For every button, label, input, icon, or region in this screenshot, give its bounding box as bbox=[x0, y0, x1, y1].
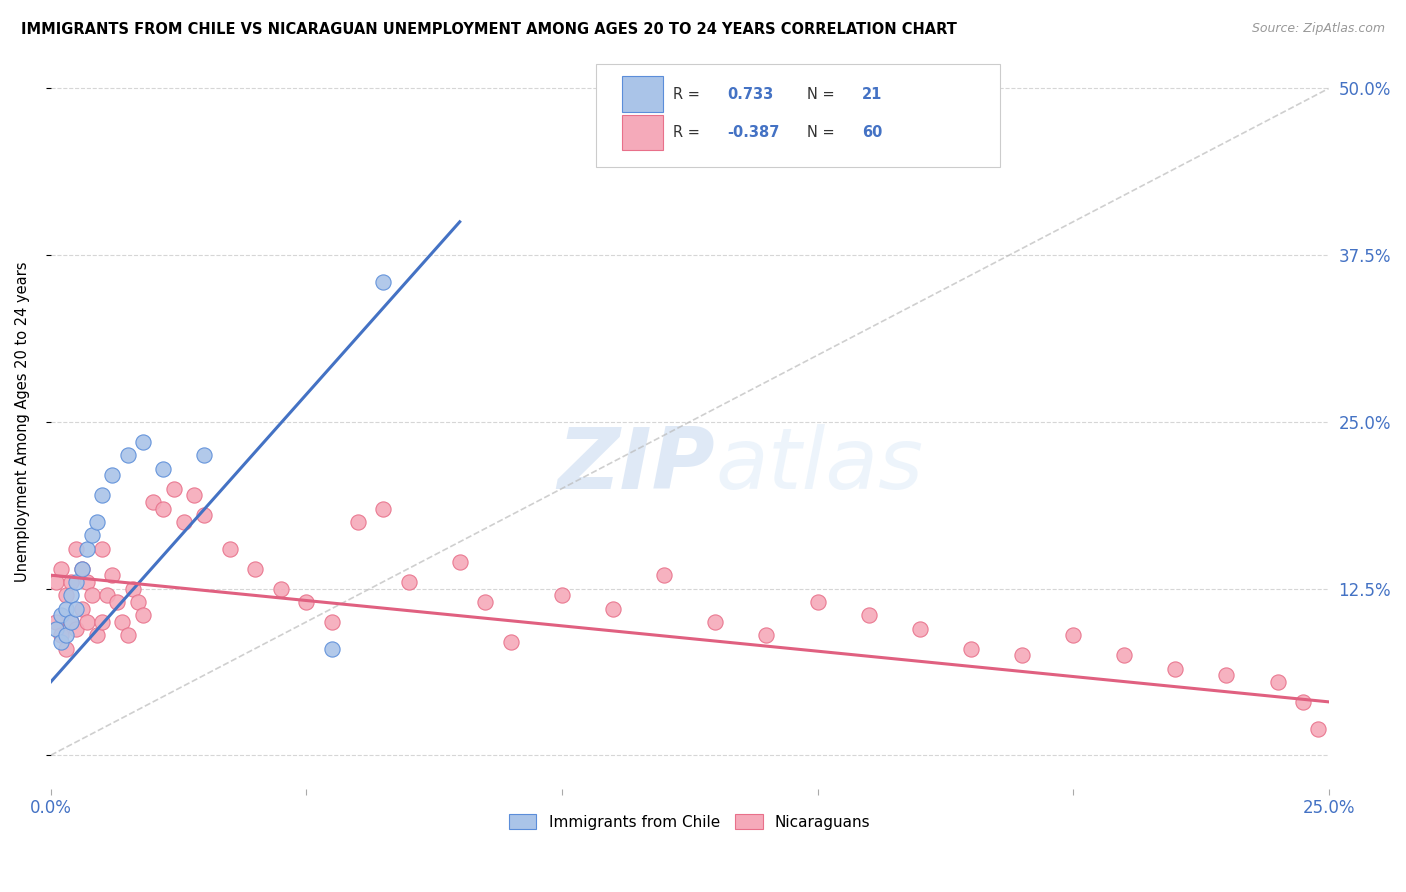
Point bbox=[270, 582, 292, 596]
Point bbox=[70, 561, 93, 575]
Point bbox=[55, 601, 77, 615]
Point bbox=[60, 615, 83, 629]
Point bbox=[70, 601, 93, 615]
Point bbox=[76, 615, 98, 629]
Point bbox=[152, 501, 174, 516]
Point bbox=[449, 555, 471, 569]
Point bbox=[91, 541, 114, 556]
Point bbox=[117, 628, 139, 642]
Point bbox=[245, 561, 267, 575]
Text: IMMIGRANTS FROM CHILE VS NICARAGUAN UNEMPLOYMENT AMONG AGES 20 TO 24 YEARS CORRE: IMMIGRANTS FROM CHILE VS NICARAGUAN UNEM… bbox=[21, 22, 957, 37]
Point bbox=[91, 488, 114, 502]
Y-axis label: Unemployment Among Ages 20 to 24 years: Unemployment Among Ages 20 to 24 years bbox=[15, 261, 30, 582]
Point bbox=[86, 628, 108, 642]
Point bbox=[65, 622, 87, 636]
Text: ZIP: ZIP bbox=[558, 425, 716, 508]
Point bbox=[60, 574, 83, 589]
Point bbox=[398, 574, 420, 589]
Text: 21: 21 bbox=[862, 87, 883, 102]
Point bbox=[70, 561, 93, 575]
Legend: Immigrants from Chile, Nicaraguans: Immigrants from Chile, Nicaraguans bbox=[503, 808, 877, 836]
Point bbox=[105, 595, 128, 609]
Text: 60: 60 bbox=[862, 126, 883, 140]
Point bbox=[858, 608, 880, 623]
Point bbox=[960, 641, 983, 656]
Point bbox=[60, 588, 83, 602]
Point bbox=[132, 608, 155, 623]
Point bbox=[173, 515, 195, 529]
Point bbox=[806, 595, 828, 609]
Point bbox=[96, 588, 118, 602]
Text: N =: N = bbox=[807, 87, 839, 102]
Point bbox=[704, 615, 727, 629]
Point bbox=[127, 595, 149, 609]
Point bbox=[65, 541, 87, 556]
Text: N =: N = bbox=[807, 126, 839, 140]
Point bbox=[474, 595, 496, 609]
Point bbox=[321, 615, 343, 629]
Point bbox=[551, 588, 574, 602]
Point bbox=[55, 641, 77, 656]
Point bbox=[55, 588, 77, 602]
Point bbox=[49, 561, 72, 575]
Text: atlas: atlas bbox=[716, 425, 924, 508]
Point bbox=[1062, 628, 1084, 642]
Point bbox=[45, 622, 67, 636]
Point bbox=[218, 541, 240, 556]
Point bbox=[101, 468, 124, 483]
Point bbox=[1011, 648, 1033, 663]
Point bbox=[193, 448, 215, 462]
Point bbox=[45, 574, 67, 589]
Bar bbox=[621, 115, 662, 151]
Point bbox=[49, 628, 72, 642]
Point bbox=[45, 615, 67, 629]
Point bbox=[91, 615, 114, 629]
Point bbox=[86, 515, 108, 529]
FancyBboxPatch shape bbox=[596, 64, 1000, 168]
Point bbox=[65, 601, 87, 615]
Text: R =: R = bbox=[673, 87, 704, 102]
Bar bbox=[621, 77, 662, 112]
Point bbox=[183, 488, 205, 502]
Text: 0.733: 0.733 bbox=[727, 87, 773, 102]
Point bbox=[346, 515, 368, 529]
Point bbox=[49, 608, 72, 623]
Point bbox=[76, 574, 98, 589]
Point bbox=[65, 574, 87, 589]
Point bbox=[80, 528, 103, 542]
Point bbox=[101, 568, 124, 582]
Point bbox=[117, 448, 139, 462]
Point bbox=[193, 508, 215, 523]
Point bbox=[1292, 695, 1315, 709]
Point bbox=[321, 641, 343, 656]
Text: R =: R = bbox=[673, 126, 704, 140]
Text: -0.387: -0.387 bbox=[727, 126, 779, 140]
Point bbox=[295, 595, 318, 609]
Point bbox=[371, 275, 394, 289]
Point bbox=[499, 635, 522, 649]
Point bbox=[755, 628, 778, 642]
Point bbox=[142, 495, 165, 509]
Point bbox=[1164, 661, 1187, 675]
Point bbox=[1215, 668, 1237, 682]
Point bbox=[371, 501, 394, 516]
Text: Source: ZipAtlas.com: Source: ZipAtlas.com bbox=[1251, 22, 1385, 36]
Point bbox=[121, 582, 143, 596]
Point bbox=[652, 568, 675, 582]
Point bbox=[1114, 648, 1136, 663]
Point bbox=[908, 622, 931, 636]
Point bbox=[132, 434, 155, 449]
Point bbox=[55, 628, 77, 642]
Point bbox=[162, 482, 184, 496]
Point bbox=[1267, 674, 1289, 689]
Point bbox=[60, 615, 83, 629]
Point bbox=[1308, 722, 1330, 736]
Point bbox=[76, 541, 98, 556]
Point bbox=[152, 461, 174, 475]
Point bbox=[80, 588, 103, 602]
Point bbox=[49, 635, 72, 649]
Point bbox=[111, 615, 134, 629]
Point bbox=[602, 601, 624, 615]
